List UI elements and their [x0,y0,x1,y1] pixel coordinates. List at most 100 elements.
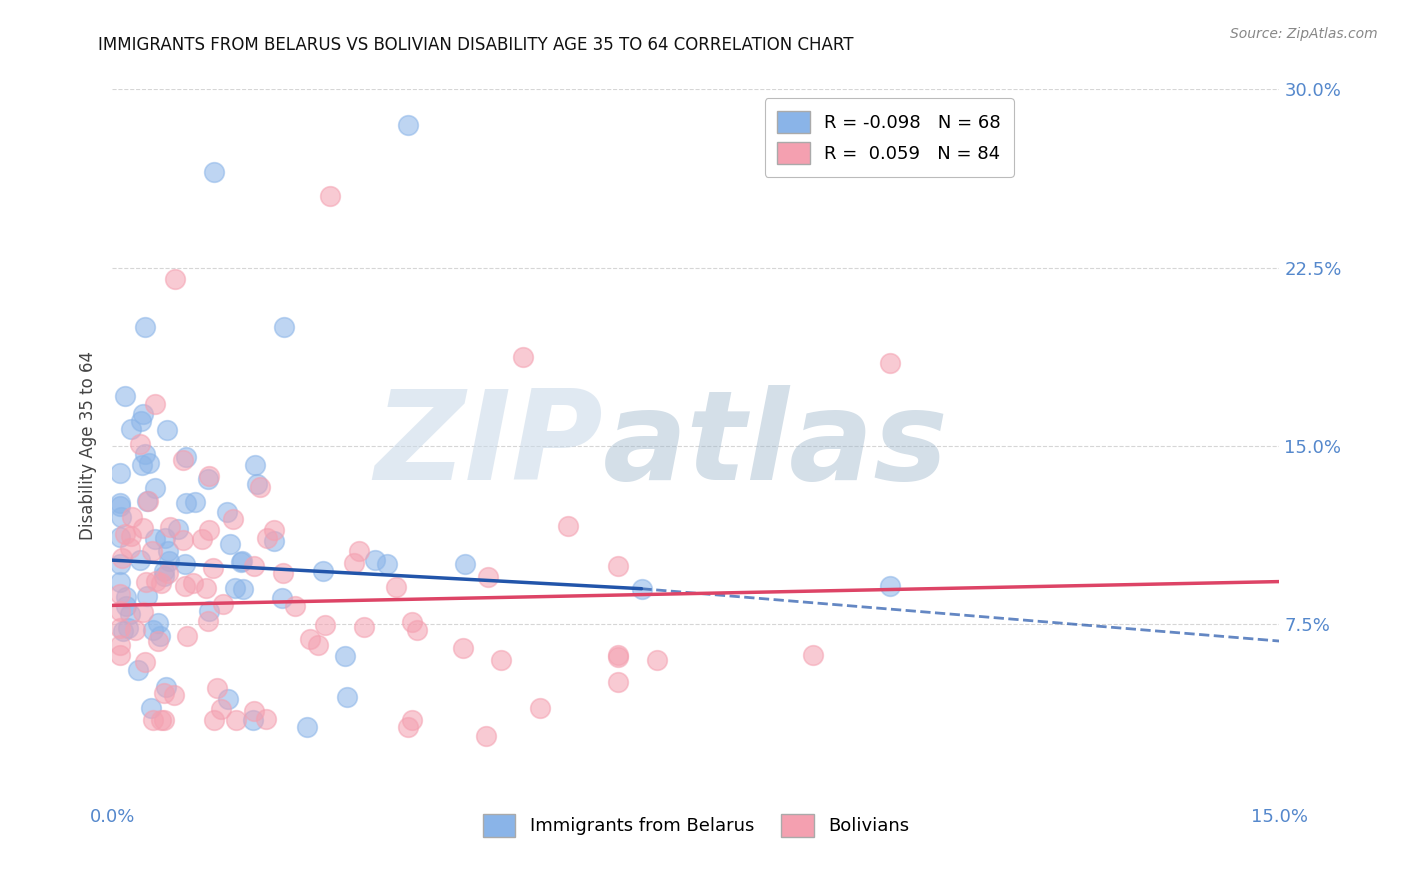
Point [298,632,321,647]
Point [645,653,668,667]
Point [242,558,264,573]
Point [529,700,551,714]
Point [225,713,247,727]
Point [172,533,194,547]
Point [396,118,419,132]
Point [143,533,166,547]
Point [132,407,155,421]
Point [256,531,278,545]
Point [319,189,342,203]
Point [607,559,630,574]
Point [364,553,387,567]
Point [347,544,370,558]
Point [136,493,159,508]
Point [110,500,132,514]
Point [271,566,294,580]
Point [121,509,143,524]
Point [607,648,630,663]
Point [135,574,157,589]
Point [115,599,138,614]
Point [202,560,225,574]
Point [314,618,336,632]
Point [118,607,141,622]
Point [142,713,165,727]
Point [114,388,136,402]
Point [110,587,132,601]
Point [401,615,423,629]
Point [181,576,204,591]
Point [159,520,181,534]
Point [142,624,165,638]
Point [132,521,155,535]
Point [197,468,219,483]
Point [110,575,132,590]
Point [401,713,423,727]
Point [249,480,271,494]
Text: IMMIGRANTS FROM BELARUS VS BOLIVIAN DISABILITY AGE 35 TO 64 CORRELATION CHART: IMMIGRANTS FROM BELARUS VS BOLIVIAN DISA… [98,36,853,54]
Point [607,674,630,689]
Point [152,713,174,727]
Point [263,533,285,548]
Point [129,553,152,567]
Point [307,638,329,652]
Point [136,494,159,508]
Point [120,541,142,555]
Point [254,712,277,726]
Point [630,582,652,596]
Point [174,558,197,572]
Point [152,686,174,700]
Point [245,458,267,472]
Point [124,624,146,638]
Point [243,705,266,719]
Point [157,554,180,568]
Point [115,590,138,604]
Point [141,700,163,714]
Point [174,450,197,464]
Point [114,527,136,541]
Point [132,605,155,619]
Point [242,713,264,727]
Point [284,599,307,614]
Point [205,681,228,696]
Point [194,581,217,595]
Point [512,350,534,364]
Point [138,456,160,470]
Point [110,510,132,524]
Point [167,522,190,536]
Point [801,648,824,663]
Point [111,551,134,566]
Point [110,638,132,652]
Point [211,598,233,612]
Point [155,681,177,695]
Point [202,165,225,179]
Point [217,691,239,706]
Point [198,523,221,537]
Point [110,467,132,481]
Point [120,529,142,543]
Point [263,523,285,537]
Point [221,511,243,525]
Point [557,519,579,533]
Point [198,604,221,618]
Point [143,481,166,495]
Point [131,458,153,472]
Point [879,356,901,370]
Point [197,614,219,628]
Point [146,615,169,630]
Point [396,720,419,734]
Point [231,554,253,568]
Point [110,648,132,662]
Point [353,620,375,634]
Point [406,624,429,638]
Point [134,446,156,460]
Point [156,424,179,438]
Point [295,720,318,734]
Point [172,452,194,467]
Point [879,579,901,593]
Point [343,556,366,570]
Point [270,591,292,606]
Text: atlas: atlas [603,385,949,507]
Point [491,653,513,667]
Point [333,649,356,664]
Point [202,713,225,727]
